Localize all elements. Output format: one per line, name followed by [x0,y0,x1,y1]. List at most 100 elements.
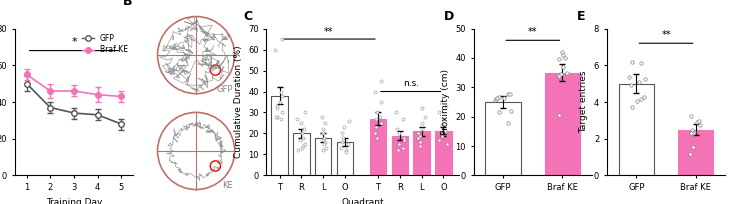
Point [274,100,286,104]
Text: **: ** [324,27,334,37]
Point [318,142,330,146]
Bar [545,73,580,175]
Point [317,128,329,131]
Point [369,90,381,93]
Point [292,149,304,152]
Point [317,149,329,152]
Point [412,136,424,139]
Point [491,97,502,101]
Point [336,132,348,135]
Point [275,90,286,93]
Y-axis label: Proximity (cm): Proximity (cm) [441,69,450,135]
Point [319,121,331,125]
Point [687,128,699,131]
Bar [337,142,353,175]
Point [397,117,408,120]
Point [498,96,510,99]
Point [316,115,328,118]
Point [505,109,517,112]
Point [434,138,445,141]
Point [436,123,448,127]
Point [397,146,408,150]
Point [298,128,310,131]
Legend: GFP, Braf KE: GFP, Braf KE [81,32,130,56]
Point [502,93,514,96]
Y-axis label: Cumulative Duration (%): Cumulative Duration (%) [234,46,243,158]
Point [343,119,354,123]
Text: GFP: GFP [216,85,232,94]
Point [559,56,571,59]
Point [441,142,453,146]
Point [625,83,637,87]
Point [553,113,565,116]
Point [437,117,448,120]
Point [440,105,452,108]
Point [297,132,309,135]
Point [416,121,428,125]
Point [489,99,501,102]
Point [393,132,405,135]
Point [370,117,382,120]
Text: **: ** [528,27,537,37]
Y-axis label: Target entries: Target entries [579,71,588,133]
Bar [435,131,451,175]
Bar [370,119,386,175]
Point [639,78,651,81]
Point [340,151,352,154]
Point [374,79,386,83]
Point [276,111,288,114]
Point [317,138,329,141]
Text: n.s.: n.s. [403,79,419,88]
Point [414,144,426,148]
Point [342,142,354,146]
Point [630,99,642,103]
Point [623,75,635,79]
Point [493,95,505,99]
Point [687,132,699,135]
Point [417,107,428,110]
Point [694,123,706,127]
Point [638,95,650,99]
Point [271,105,283,108]
Bar [414,131,430,175]
Text: **: ** [662,30,670,40]
Point [275,117,287,120]
X-axis label: Training Day: Training Day [46,198,102,204]
Point [276,37,288,41]
Point [420,115,431,118]
Point [411,132,423,135]
Point [276,94,288,97]
Point [271,107,283,110]
Point [390,111,402,114]
Bar [293,133,309,175]
Point [556,50,568,53]
Point [269,48,281,51]
Point [391,128,403,131]
Point [437,134,448,137]
Point [317,132,329,135]
Point [626,106,638,109]
Point [270,115,282,118]
Point [340,149,352,152]
Point [335,146,347,150]
Point [434,111,445,114]
Point [391,149,403,152]
Point [319,140,331,143]
Point [320,146,332,150]
Point [397,136,409,139]
Point [296,146,308,150]
Point [291,117,303,120]
Point [554,74,565,78]
Text: E: E [577,10,585,23]
Point [439,130,451,133]
Point [685,131,697,135]
Point [502,121,514,124]
Point [693,119,705,122]
Point [554,57,565,60]
Point [554,73,566,76]
Point [337,125,349,129]
Point [337,136,349,139]
Text: B: B [124,0,132,8]
Point [685,115,697,118]
Text: *: * [71,37,77,47]
